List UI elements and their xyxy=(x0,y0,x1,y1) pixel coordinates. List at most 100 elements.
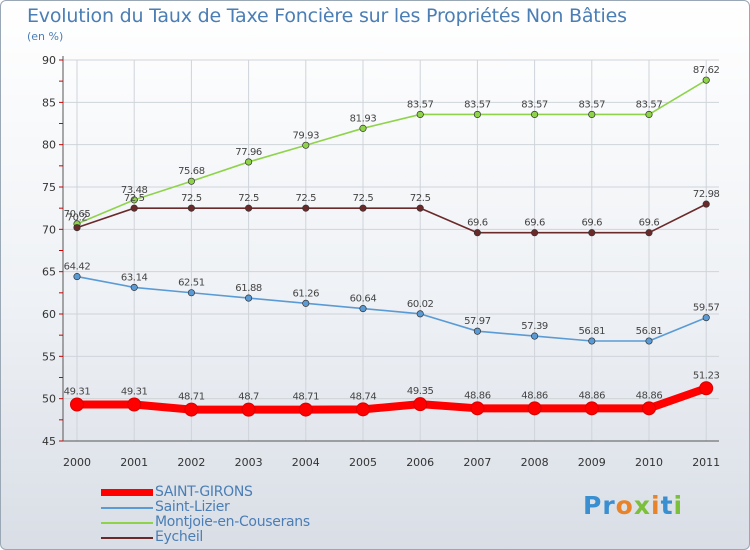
data-label-saint-girons-2011: 51.23 xyxy=(693,370,720,381)
data-point-saint-girons-2010 xyxy=(642,401,656,416)
data-label-montjoie-en-couserans-2003: 77.96 xyxy=(235,147,262,158)
data-label-montjoie-en-couserans-2011: 87.62 xyxy=(693,65,720,76)
x-tick-label-2008: 2008 xyxy=(521,456,549,469)
data-point-saint-girons-2006 xyxy=(413,397,428,412)
data-point-saint-girons-2004 xyxy=(298,402,313,417)
x-tick-label-2006: 2006 xyxy=(406,456,434,469)
x-tick-label-2009: 2009 xyxy=(578,456,606,469)
chart-title: Evolution du Taux de Taxe Foncière sur l… xyxy=(27,5,627,27)
data-label-montjoie-en-couserans-2005: 81.93 xyxy=(350,113,377,124)
data-point-eycheil-2009 xyxy=(588,229,596,237)
data-label-saint-girons-2003: 48.7 xyxy=(238,392,259,403)
data-label-eycheil-2011: 72.98 xyxy=(693,189,720,200)
data-point-montjoie-en-couserans-2001 xyxy=(130,196,138,204)
series-line-eycheil xyxy=(76,203,708,234)
data-label-eycheil-2008: 69.6 xyxy=(524,218,545,229)
data-label-eycheil-2006: 72.5 xyxy=(410,193,431,204)
y-tick-label-60: 60 xyxy=(42,308,56,321)
data-label-saint-lizier-2008: 57.39 xyxy=(521,321,548,332)
data-label-saint-lizier-2004: 61.26 xyxy=(292,288,319,299)
data-point-saint-lizier-2002 xyxy=(187,289,195,297)
data-point-saint-girons-2007 xyxy=(470,401,485,416)
data-point-saint-girons-2005 xyxy=(356,402,370,417)
x-tick-label-2004: 2004 xyxy=(292,456,320,469)
data-point-montjoie-en-couserans-2011 xyxy=(702,76,710,84)
data-point-eycheil-2008 xyxy=(531,229,539,237)
data-point-saint-girons-2002 xyxy=(184,402,199,417)
data-point-saint-girons-2000 xyxy=(70,397,84,412)
data-label-saint-lizier-2006: 60.02 xyxy=(407,299,434,310)
legend-label-montjoie-en-couserans: Montjoie-en-Couserans xyxy=(155,514,310,530)
series-line-saint-lizier xyxy=(76,275,708,342)
series-line-montjoie-en-couserans xyxy=(76,79,708,225)
data-point-montjoie-en-couserans-2003 xyxy=(245,158,253,166)
y-tick-label-75: 75 xyxy=(42,181,56,194)
legend-swatch-montjoie-en-couserans xyxy=(101,522,153,524)
data-label-saint-girons-2009: 48.86 xyxy=(578,390,605,401)
data-label-eycheil-2004: 72.5 xyxy=(295,193,316,204)
y-tick-label-50: 50 xyxy=(42,393,56,406)
data-point-saint-lizier-2000 xyxy=(73,273,81,281)
data-point-eycheil-2000 xyxy=(73,224,81,232)
data-label-montjoie-en-couserans-2007: 83.57 xyxy=(464,99,491,110)
data-label-eycheil-2001: 72.5 xyxy=(124,193,145,204)
data-point-saint-lizier-2001 xyxy=(130,283,138,291)
data-point-saint-girons-2011 xyxy=(699,381,714,396)
data-label-montjoie-en-couserans-2001: 73.48 xyxy=(121,185,148,196)
data-point-saint-lizier-2003 xyxy=(245,294,253,302)
data-label-eycheil-2009: 69.6 xyxy=(581,218,602,229)
data-label-montjoie-en-couserans-2004: 79.93 xyxy=(292,130,319,141)
data-label-saint-lizier-2011: 59.57 xyxy=(693,303,720,314)
unit-label: (en %) xyxy=(27,30,64,43)
data-label-montjoie-en-couserans-2009: 83.57 xyxy=(578,99,605,110)
data-label-montjoie-en-couserans-2006: 83.57 xyxy=(407,99,434,110)
data-label-saint-lizier-2005: 60.64 xyxy=(350,294,377,305)
data-point-saint-lizier-2011 xyxy=(702,314,710,322)
data-label-montjoie-en-couserans-2008: 83.57 xyxy=(521,99,548,110)
data-point-saint-girons-2008 xyxy=(527,401,542,416)
y-tick-label-90: 90 xyxy=(42,54,56,67)
data-label-montjoie-en-couserans-2000: 70.65 xyxy=(64,209,91,220)
data-label-saint-girons-2007: 48.86 xyxy=(464,390,491,401)
data-point-montjoie-en-couserans-2010 xyxy=(645,110,653,118)
data-point-montjoie-en-couserans-2008 xyxy=(531,110,539,118)
data-label-montjoie-en-couserans-2002: 75.68 xyxy=(178,166,205,177)
data-label-saint-girons-2001: 49.31 xyxy=(121,387,148,398)
data-point-eycheil-2001 xyxy=(130,204,138,212)
data-point-eycheil-2007 xyxy=(473,229,481,237)
data-point-montjoie-en-couserans-2005 xyxy=(359,124,367,132)
data-point-saint-lizier-2006 xyxy=(416,310,424,318)
data-label-saint-lizier-2001: 63.14 xyxy=(121,272,148,283)
proxiti-logo: Proxiti xyxy=(583,491,684,520)
data-point-montjoie-en-couserans-2007 xyxy=(473,110,481,118)
x-tick-label-2003: 2003 xyxy=(235,456,263,469)
legend-swatch-saint-lizier xyxy=(101,507,153,509)
y-tick-label-85: 85 xyxy=(42,96,56,109)
legend-label-eycheil: Eycheil xyxy=(155,529,203,545)
y-tick-label-65: 65 xyxy=(42,266,56,279)
data-label-saint-lizier-2002: 62.51 xyxy=(178,278,205,289)
y-tick-label-70: 70 xyxy=(42,223,56,236)
data-label-saint-girons-2002: 48.71 xyxy=(178,392,205,403)
y-tick-label-45: 45 xyxy=(42,435,56,448)
data-point-eycheil-2010 xyxy=(645,229,653,237)
x-tick-label-2002: 2002 xyxy=(177,456,205,469)
data-label-saint-lizier-2003: 61.88 xyxy=(235,283,262,294)
data-label-saint-girons-2000: 49.31 xyxy=(64,387,91,398)
data-point-saint-girons-2003 xyxy=(241,402,256,417)
data-label-saint-girons-2005: 48.74 xyxy=(350,391,377,402)
data-label-saint-lizier-2000: 64.42 xyxy=(64,262,91,273)
data-point-saint-lizier-2008 xyxy=(531,332,539,340)
y-tick-label-80: 80 xyxy=(42,139,56,152)
x-tick-label-2007: 2007 xyxy=(463,456,491,469)
x-tick-label-2010: 2010 xyxy=(635,456,663,469)
x-tick-label-2001: 2001 xyxy=(120,456,148,469)
data-point-saint-girons-2009 xyxy=(584,401,599,416)
data-label-montjoie-en-couserans-2010: 83.57 xyxy=(636,99,663,110)
data-point-eycheil-2005 xyxy=(359,204,367,212)
data-point-montjoie-en-couserans-2006 xyxy=(416,110,424,118)
data-point-saint-lizier-2009 xyxy=(588,337,596,345)
data-label-saint-girons-2006: 49.35 xyxy=(407,386,434,397)
data-label-eycheil-2005: 72.5 xyxy=(353,193,374,204)
